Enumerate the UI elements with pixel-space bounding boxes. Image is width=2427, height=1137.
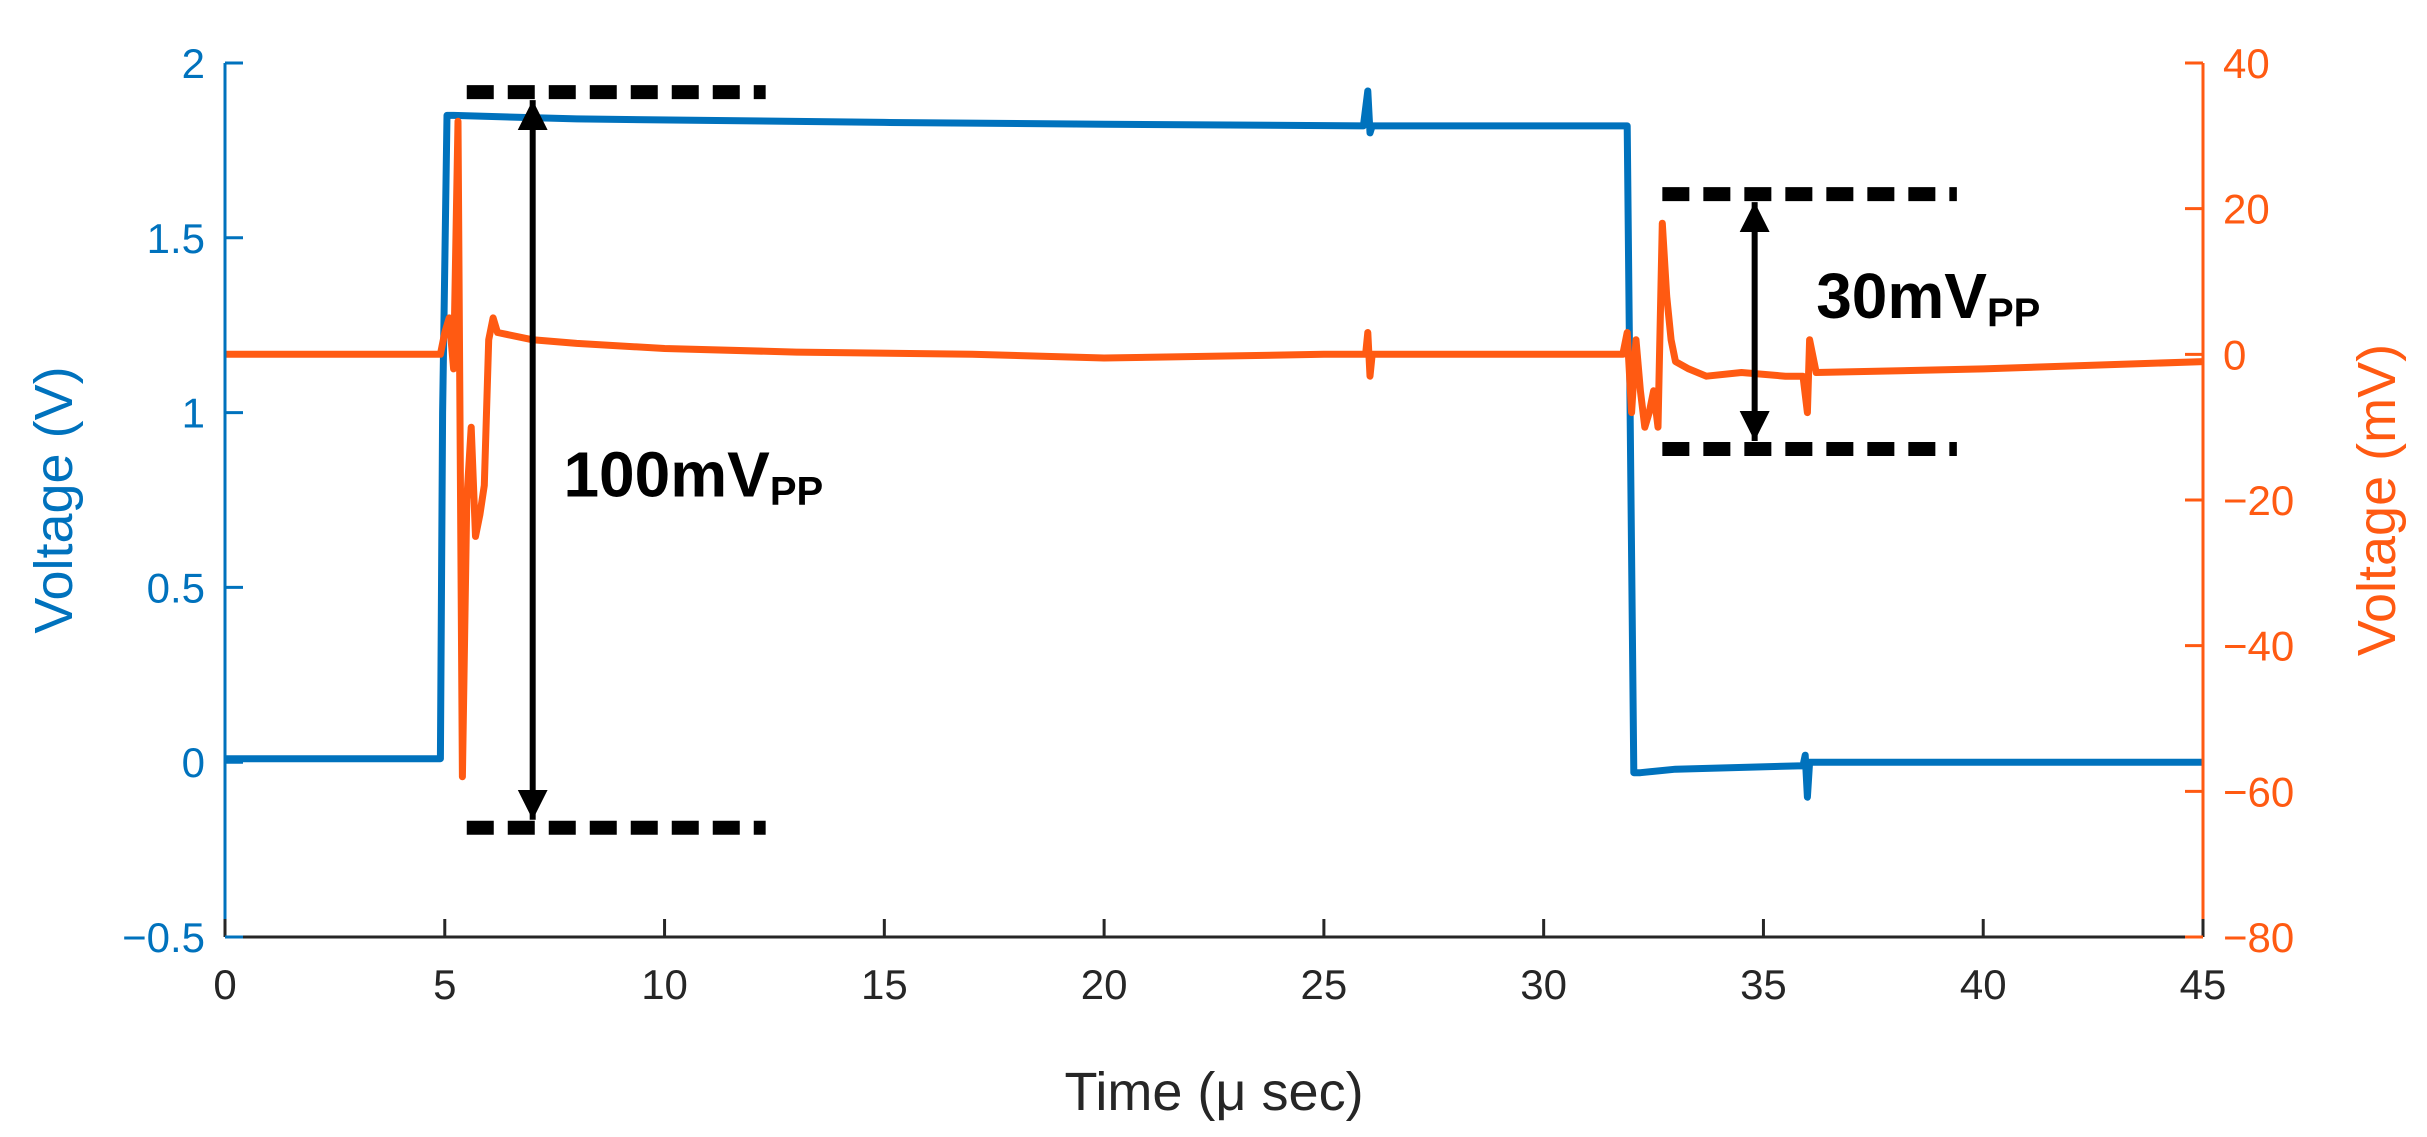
y-right-tick-label: −40	[2223, 623, 2294, 670]
annotation-30mvpp-label: 30mVPP	[1816, 260, 2040, 335]
x-tick-label: 0	[213, 961, 236, 1008]
x-axis-title: Time (μ sec)	[1064, 1062, 1363, 1122]
y-left-tick-label: 0.5	[147, 564, 205, 611]
y-right-tick-label: 40	[2223, 40, 2270, 87]
x-tick-label: 35	[1740, 961, 1787, 1008]
annotation-100mvpp-label: 100mVPP	[563, 438, 823, 513]
y-left-tick-label: 1	[182, 390, 205, 437]
y-right-tick-label: 20	[2223, 186, 2270, 233]
annotation-30mvpp: 30mVPP	[1662, 187, 2040, 457]
y-left-tick-label: −0.5	[122, 914, 205, 961]
x-tick-label: 40	[1960, 961, 2007, 1008]
y-left-tick-label: 2	[182, 40, 205, 87]
x-tick-label: 30	[1520, 961, 1567, 1008]
y-right-tick-label: −80	[2223, 914, 2294, 961]
x-tick-label: 15	[861, 961, 908, 1008]
x-tick-label: 10	[641, 961, 688, 1008]
y-axis-right-title: Voltage (mV)	[2347, 344, 2407, 656]
y-axis-left-title: Voltage (V)	[24, 366, 84, 633]
annotation-layer: 100mVPP 30mVPP	[466, 85, 2040, 835]
annotation-100mvpp: 100mVPP	[466, 85, 823, 835]
y-right-tick-label: −20	[2223, 477, 2294, 524]
x-tick-label: 5	[433, 961, 456, 1008]
series-line-voltage-mv	[225, 117, 2204, 781]
y-right-tick-label: −60	[2223, 768, 2294, 815]
axes-layer: 0 5 10 15 20 25 30 35 40 45−0.500.511.52−80−60−40…	[122, 40, 2294, 1008]
y-right-tick-label: 0	[2223, 331, 2246, 378]
y-left-tick-label: 1.5	[147, 215, 205, 262]
series-layer	[225, 87, 2204, 801]
series-line-voltage-v	[225, 87, 2203, 801]
y-left-tick-label: 0	[182, 739, 205, 786]
x-tick-label: 20	[1081, 961, 1128, 1008]
x-tick-label: 25	[1301, 961, 1348, 1008]
x-tick-label: 45	[2180, 961, 2227, 1008]
